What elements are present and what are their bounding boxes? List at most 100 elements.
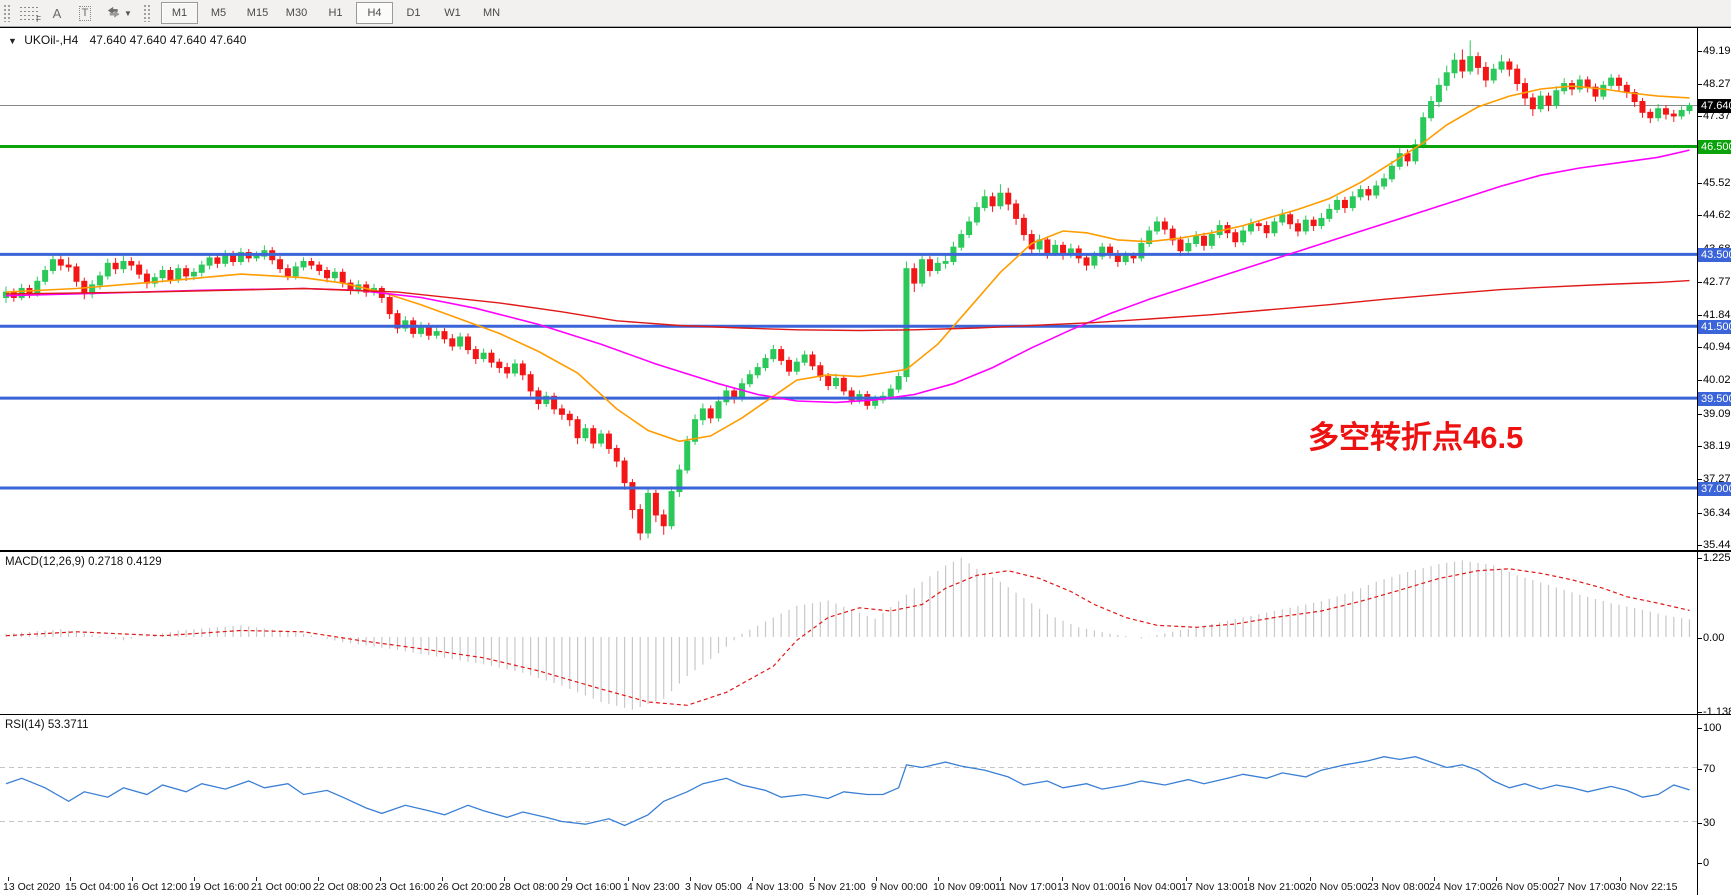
candle-body [1412, 144, 1419, 162]
tf-button-mn[interactable]: MN [482, 7, 501, 19]
candle-body [934, 262, 941, 272]
candle-body [300, 261, 307, 268]
candle-body [1169, 228, 1176, 241]
text-label-icon[interactable]: A [44, 3, 70, 23]
candle-body [1122, 255, 1129, 263]
text-label-glyph: A [52, 5, 62, 21]
candle-body [746, 374, 753, 385]
tf-button-m30[interactable]: M30 [285, 7, 308, 19]
candle-body [942, 261, 949, 264]
candle-body [1310, 219, 1317, 227]
time-tick [70, 877, 71, 881]
candle-body [1200, 235, 1207, 246]
candle-body [151, 277, 158, 284]
time-label: 16 Oct 12:00 [127, 881, 188, 893]
candle-body [1255, 223, 1262, 227]
candle-body [660, 514, 667, 527]
time-tick [1124, 877, 1125, 881]
candle-body [707, 408, 714, 419]
candle-body [1451, 59, 1458, 74]
arrow-tools-icon[interactable]: ▼ [100, 3, 138, 23]
candle-body [551, 395, 558, 410]
candle-body [1584, 79, 1591, 88]
toolbar-drag-handle[interactable] [143, 4, 151, 22]
candle-body [1294, 223, 1301, 232]
tf-button-m15[interactable]: M15 [246, 7, 269, 19]
candle-body [1490, 68, 1497, 81]
candle-body [159, 270, 166, 279]
chart-ohlc-values: 47.640 47.640 47.640 47.640 [89, 33, 247, 47]
time-label: 13 Oct 2020 [3, 881, 61, 893]
time-tick [194, 877, 195, 881]
rsi-line [5, 756, 1690, 827]
candle-body [1083, 257, 1090, 266]
candle-body [621, 460, 628, 484]
candle-body [198, 264, 205, 273]
price-axis[interactable]: 49.19548.27047.37045.52044.62043.68542.7… [1698, 28, 1731, 551]
candle-body [754, 367, 761, 376]
price-badge: 41.500 [1698, 320, 1731, 335]
macd-chart[interactable] [0, 552, 1697, 712]
candle-body [1428, 101, 1435, 119]
timeframe-toolbar: M1 M5 M15 M30 H1 H4 D1 W1 MN [160, 2, 511, 24]
candle-body [1365, 189, 1372, 196]
candle-body [778, 349, 785, 361]
fibonacci-lines-glyph [20, 6, 38, 20]
candle-body [543, 395, 550, 405]
candle-body [590, 428, 597, 444]
candle-body [1232, 232, 1239, 243]
annotation-text[interactable]: 多空转折点46.5 [1308, 420, 1524, 455]
candle-body [1302, 219, 1309, 232]
tf-button-w1[interactable]: W1 [444, 7, 461, 19]
time-tick [814, 877, 815, 881]
text-box-icon[interactable]: T [72, 3, 98, 23]
rsi-axis-label: 100 [1697, 722, 1722, 734]
price-tick-label: 38.195 [1698, 440, 1731, 452]
candle-body [457, 336, 464, 347]
candle-body [1263, 225, 1270, 234]
candle-body [692, 419, 699, 442]
time-tick [1248, 877, 1249, 881]
time-label: 29 Oct 16:00 [561, 881, 622, 893]
candlestick-chart[interactable] [0, 28, 1697, 548]
time-tick [1558, 877, 1559, 881]
candle-body [1522, 83, 1529, 99]
candle-body [214, 257, 221, 264]
candle-body [1435, 84, 1442, 103]
candle-body [190, 271, 197, 277]
time-label: 4 Nov 13:00 [747, 881, 804, 893]
rsi-axis-label: 30 [1697, 816, 1716, 829]
tf-button-h1[interactable]: H1 [328, 7, 343, 19]
rsi-chart[interactable] [0, 715, 1697, 876]
candle-body [1028, 234, 1035, 250]
candle-body [480, 352, 487, 360]
time-axis[interactable]: 13 Oct 2020 15 Oct 04:00 16 Oct 12:00 19 Oc… [0, 877, 1731, 895]
rsi-axis[interactable]: 100 70 30 0 [1697, 715, 1731, 878]
fibonacci-retracement-icon[interactable]: F [16, 3, 42, 24]
tf-button-m1[interactable]: M1 [161, 2, 198, 24]
candle-body [284, 268, 291, 277]
candle-body [652, 492, 659, 516]
candle-body [1326, 208, 1333, 219]
candle-body [903, 268, 910, 378]
time-label: 23 Nov 08:00 [1367, 881, 1430, 893]
chart-symbol-label: UKOil-,H4 [24, 33, 79, 47]
fibonacci-f-glyph: F [36, 15, 41, 24]
candle-body [840, 377, 847, 392]
candle-body [1420, 117, 1427, 146]
candle-body [809, 354, 816, 367]
time-tick [1372, 877, 1373, 881]
candle-body [1647, 111, 1654, 119]
price-tick-label: 39.095 [1698, 408, 1731, 420]
time-label: 9 Nov 00:00 [871, 881, 928, 893]
rsi-label: RSI(14) 53.3711 [5, 719, 89, 731]
candle-body [1005, 192, 1012, 205]
price-badge: 39.500 [1698, 392, 1731, 407]
chevron-down-icon[interactable]: ▼ [8, 36, 17, 46]
tf-button-d1[interactable]: D1 [406, 7, 421, 19]
macd-axis[interactable]: 1.22510.00-1.1383 [1697, 552, 1731, 718]
tf-button-m5[interactable]: M5 [210, 7, 227, 19]
tf-button-h4[interactable]: H4 [356, 2, 393, 24]
candle-body [1662, 108, 1669, 115]
toolbar-drag-handle[interactable] [3, 4, 11, 22]
